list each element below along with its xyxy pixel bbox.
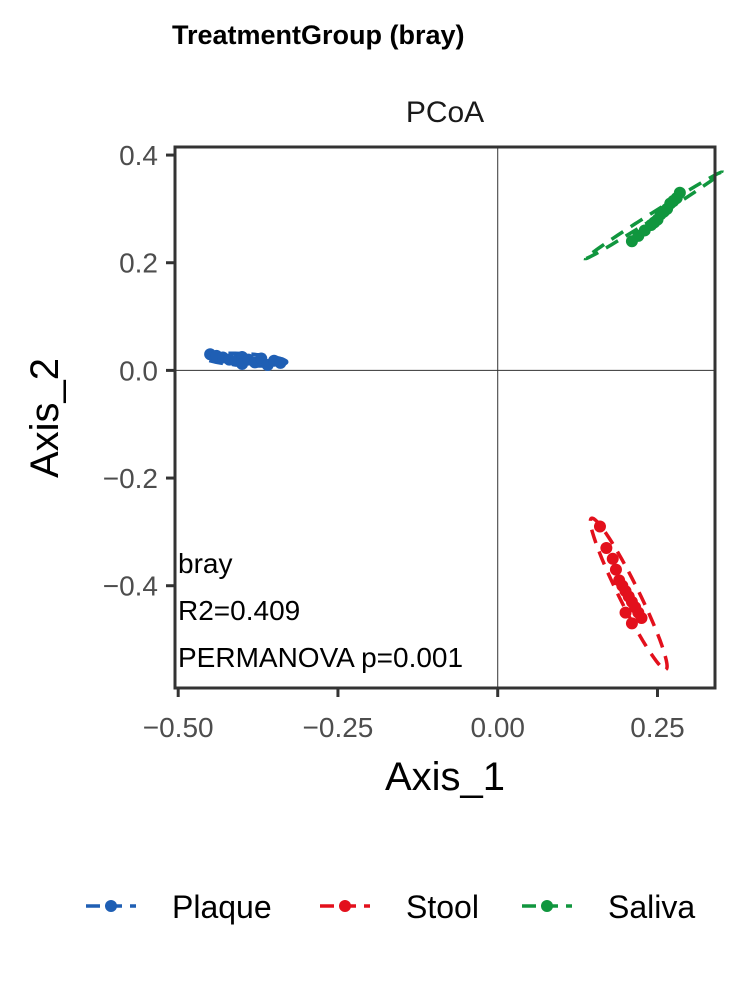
plot-area — [175, 147, 724, 688]
y-axis-title: Axis_2 — [23, 358, 67, 478]
point-stool — [625, 617, 638, 630]
stats-annotation: bray R2=0.409 PERMANOVA p=0.001 — [178, 548, 463, 673]
point-stool — [635, 612, 648, 625]
y-tick-label: 0.0 — [119, 355, 158, 386]
x-tick-label: 0.00 — [470, 712, 525, 743]
x-axis-title: Axis_1 — [385, 755, 505, 799]
annotation-r2: R2=0.409 — [178, 595, 300, 626]
y-tick-label: 0.2 — [119, 248, 158, 279]
x-tick-label: 0.25 — [630, 712, 685, 743]
point-stool — [606, 552, 619, 565]
point-stool — [609, 563, 622, 576]
annotation-permanova: PERMANOVA p=0.001 — [178, 642, 463, 673]
legend-label-plaque: Plaque — [172, 889, 272, 925]
point-stool — [619, 606, 632, 619]
point-stool — [600, 542, 613, 555]
legend: Plaque Stool Saliva — [86, 889, 695, 925]
annotation-distance: bray — [178, 548, 232, 579]
x-tick-label: −0.25 — [303, 712, 374, 743]
point-saliva — [673, 186, 686, 199]
ellipse-saliva — [583, 170, 724, 261]
legend-key-point-stool — [339, 900, 351, 912]
legend-label-saliva: Saliva — [608, 889, 695, 925]
y-tick-label: 0.4 — [119, 140, 158, 171]
chart-suptitle: TreatmentGroup (bray) — [172, 20, 465, 50]
point-plaque — [274, 356, 287, 369]
ellipse-stool — [588, 516, 669, 672]
chart-title: PCoA — [406, 96, 484, 129]
legend-key-point-saliva — [541, 900, 553, 912]
x-tick-label: −0.50 — [143, 712, 214, 743]
point-stool — [593, 520, 606, 533]
y-tick-label: −0.2 — [103, 463, 158, 494]
panel-border — [173, 145, 717, 690]
axes: −0.50 −0.25 0.00 0.25 0.4 0.2 0.0 −0.2 −0.4 — [103, 140, 717, 743]
legend-label-stool: Stool — [406, 889, 479, 925]
y-tick-label: −0.4 — [103, 571, 158, 602]
legend-key-point-plaque — [105, 900, 117, 912]
